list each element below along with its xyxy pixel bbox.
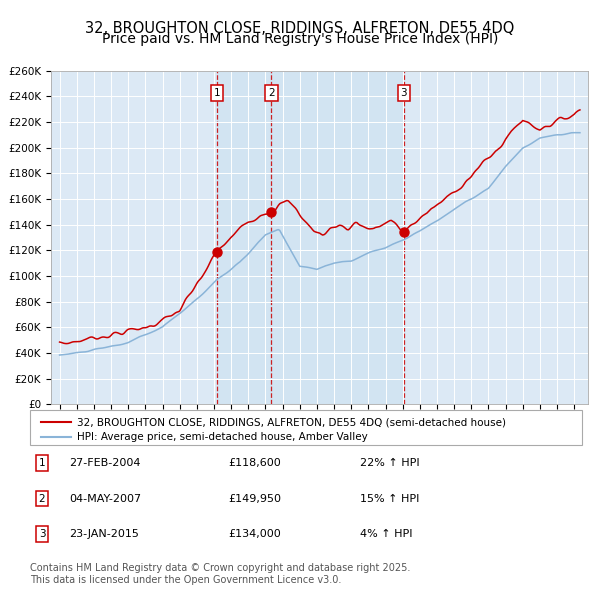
Bar xyxy=(271,71,404,404)
Text: Contains HM Land Registry data © Crown copyright and database right 2025.
This d: Contains HM Land Registry data © Crown c… xyxy=(30,563,410,585)
FancyBboxPatch shape xyxy=(30,410,582,445)
Text: 3: 3 xyxy=(38,529,46,539)
Text: 4% ↑ HPI: 4% ↑ HPI xyxy=(360,529,413,539)
Text: 15% ↑ HPI: 15% ↑ HPI xyxy=(360,494,419,503)
Text: 32, BROUGHTON CLOSE, RIDDINGS, ALFRETON, DE55 4DQ (semi-detached house): 32, BROUGHTON CLOSE, RIDDINGS, ALFRETON,… xyxy=(77,418,506,427)
Text: 3: 3 xyxy=(401,87,407,97)
Text: 23-JAN-2015: 23-JAN-2015 xyxy=(69,529,139,539)
Text: £134,000: £134,000 xyxy=(228,529,281,539)
Text: Price paid vs. HM Land Registry's House Price Index (HPI): Price paid vs. HM Land Registry's House … xyxy=(102,32,498,47)
Text: 22% ↑ HPI: 22% ↑ HPI xyxy=(360,458,419,468)
Text: £118,600: £118,600 xyxy=(228,458,281,468)
Text: 2: 2 xyxy=(268,87,275,97)
Text: 32, BROUGHTON CLOSE, RIDDINGS, ALFRETON, DE55 4DQ: 32, BROUGHTON CLOSE, RIDDINGS, ALFRETON,… xyxy=(85,21,515,35)
Bar xyxy=(217,71,271,404)
Text: 1: 1 xyxy=(214,87,220,97)
Text: 27-FEB-2004: 27-FEB-2004 xyxy=(69,458,140,468)
Text: HPI: Average price, semi-detached house, Amber Valley: HPI: Average price, semi-detached house,… xyxy=(77,432,368,441)
Text: 2: 2 xyxy=(38,494,46,503)
Text: 1: 1 xyxy=(38,458,46,468)
Text: 04-MAY-2007: 04-MAY-2007 xyxy=(69,494,141,503)
Text: £149,950: £149,950 xyxy=(228,494,281,503)
